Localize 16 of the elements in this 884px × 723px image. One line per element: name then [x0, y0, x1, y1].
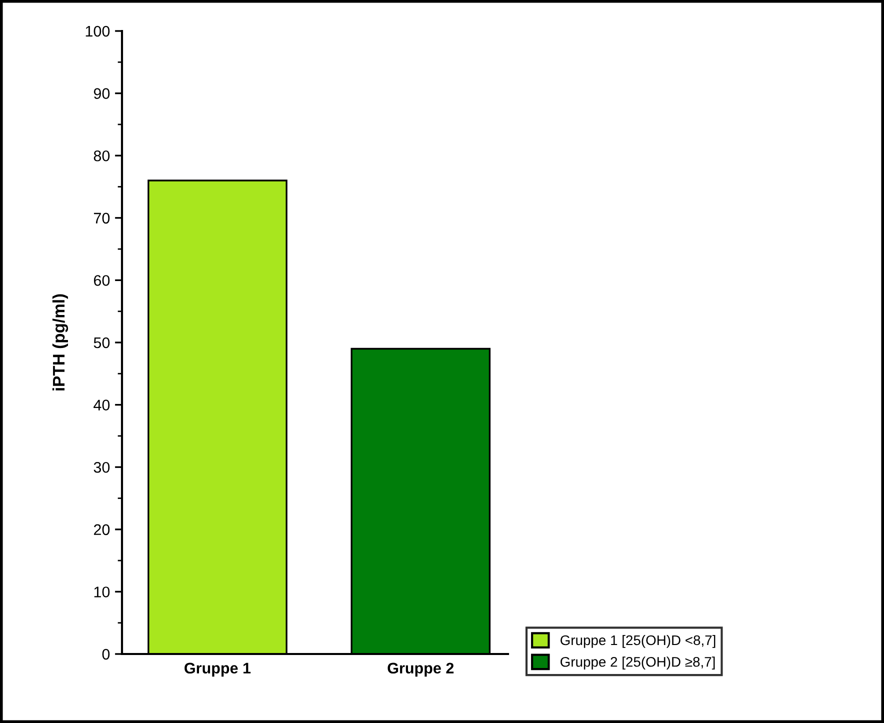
y-tick-label: 20 — [94, 524, 110, 536]
y-tick-label: 100 — [86, 26, 110, 37]
y-tick-label: 70 — [94, 212, 110, 224]
x-tick-label: Gruppe 1 — [184, 662, 251, 677]
y-tick-label: 80 — [94, 150, 110, 162]
y-tick-label: 50 — [94, 337, 110, 348]
x-tick-label: Gruppe 2 — [388, 662, 454, 677]
legend-label: Gruppe 2 [25(OH)D ≥8,7] — [560, 656, 715, 670]
y-axis-title: iPTH (pg/ml) — [52, 294, 68, 390]
y-tick-label: 0 — [102, 648, 110, 660]
y-tick-label: 90 — [94, 88, 110, 99]
legend-label: Gruppe 1 [25(OH)D <8,7] — [560, 634, 716, 648]
y-tick-label: 40 — [94, 400, 110, 410]
y-tick-label: 60 — [94, 275, 110, 286]
y-tick-label: 30 — [94, 462, 110, 473]
y-tick-label: 10 — [94, 586, 110, 598]
